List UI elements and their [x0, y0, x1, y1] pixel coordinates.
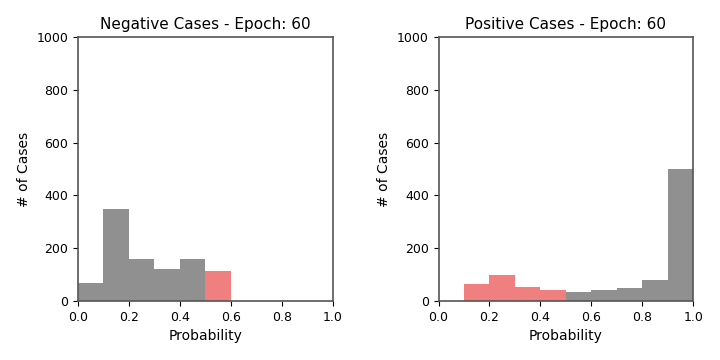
- Y-axis label: # of Cases: # of Cases: [377, 131, 392, 207]
- Bar: [103, 209, 129, 301]
- Bar: [490, 275, 515, 301]
- Bar: [154, 269, 180, 301]
- Bar: [78, 283, 103, 301]
- Bar: [642, 280, 668, 301]
- Bar: [205, 271, 230, 301]
- X-axis label: Probability: Probability: [168, 329, 242, 343]
- X-axis label: Probability: Probability: [529, 329, 603, 343]
- Bar: [566, 292, 591, 301]
- Bar: [591, 291, 617, 301]
- Bar: [515, 287, 541, 301]
- Bar: [464, 284, 490, 301]
- Bar: [129, 259, 154, 301]
- Y-axis label: # of Cases: # of Cases: [17, 131, 31, 207]
- Title: Negative Cases - Epoch: 60: Negative Cases - Epoch: 60: [100, 17, 310, 32]
- Bar: [617, 288, 642, 301]
- Bar: [668, 169, 693, 301]
- Title: Positive Cases - Epoch: 60: Positive Cases - Epoch: 60: [465, 17, 667, 32]
- Bar: [541, 291, 566, 301]
- Bar: [180, 259, 205, 301]
